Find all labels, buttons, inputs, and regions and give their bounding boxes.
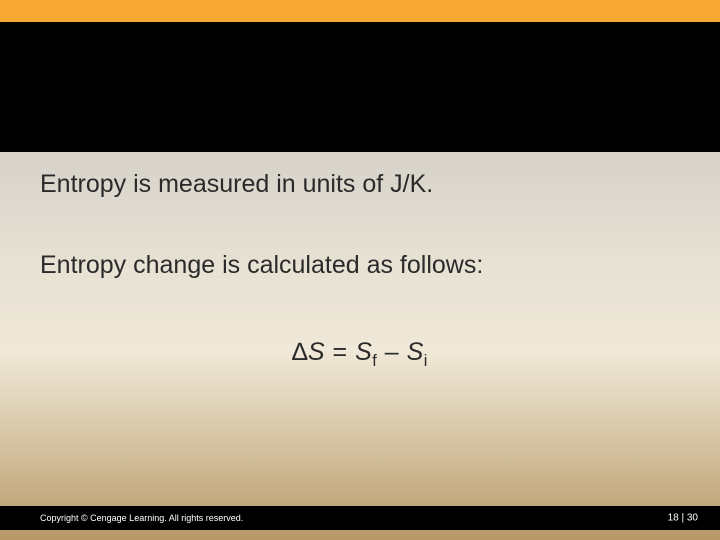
copyright-text: Copyright © Cengage Learning. All rights… [40,513,243,523]
equation-equals: = [325,338,355,366]
top-black-bar [0,22,720,152]
content-area: Entropy is measured in units of J/K. Ent… [40,170,680,371]
equation-delta: ∆ [292,338,308,366]
equation-Si-sub: i [424,352,428,370]
equation-Sf-var: S [355,338,372,366]
body-text-line-1: Entropy is measured in units of J/K. [40,170,680,199]
page-current: 18 [668,513,679,524]
equation-Si-var: S [407,338,424,366]
equation-minus: – [377,338,406,366]
body-text-line-2: Entropy change is calculated as follows: [40,251,680,280]
equation: ∆S = Sf – Si [40,338,680,371]
equation-S: S [308,338,325,366]
top-orange-bar [0,0,720,22]
footer-bar: Copyright © Cengage Learning. All rights… [0,506,720,530]
page-number: 18 | 30 [668,513,698,524]
page-total: 30 [687,513,698,524]
slide-container: Entropy is measured in units of J/K. Ent… [0,0,720,540]
